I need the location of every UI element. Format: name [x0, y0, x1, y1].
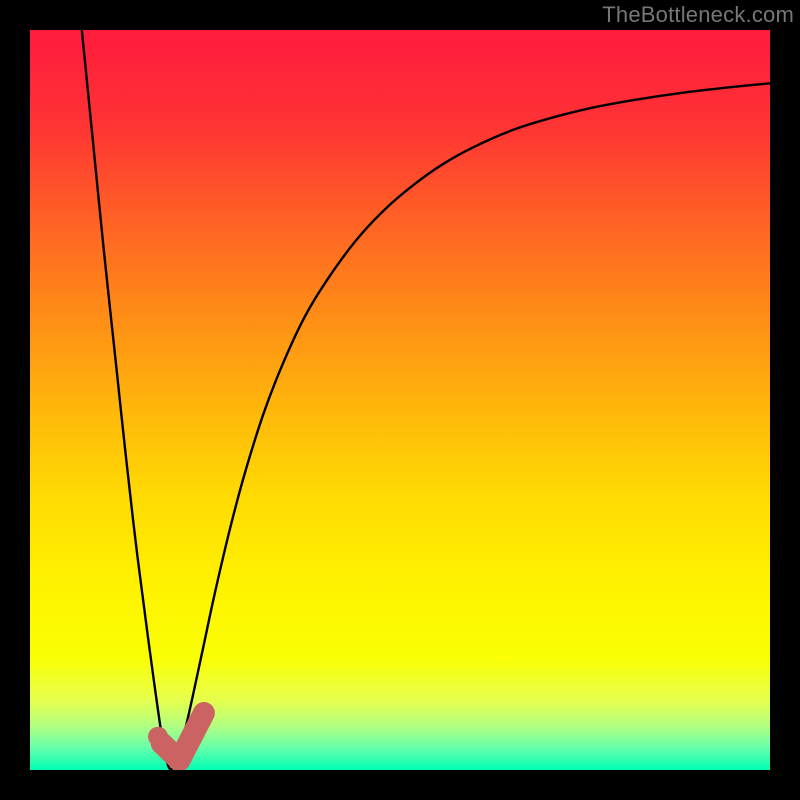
dot-overlay [148, 727, 168, 747]
bottleneck-chart [0, 0, 800, 800]
watermark-text: TheBottleneck.com [602, 2, 794, 28]
chart-container: TheBottleneck.com [0, 0, 800, 800]
chart-background-gradient [30, 30, 770, 770]
